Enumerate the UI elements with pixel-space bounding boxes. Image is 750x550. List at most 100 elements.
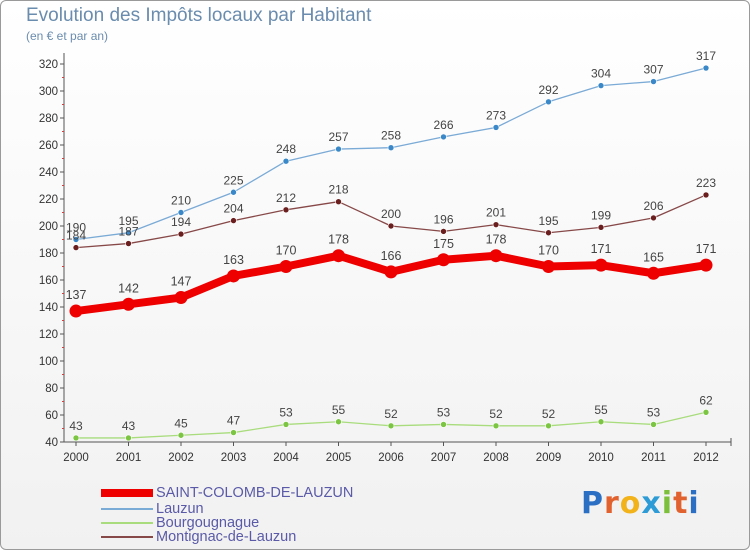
data-label-1: 266 (433, 118, 453, 132)
legend-label-lauzun: Lauzun (156, 501, 204, 517)
data-point-0 (647, 266, 660, 280)
data-label-2: 62 (699, 393, 713, 407)
data-label-0: 166 (381, 249, 402, 263)
data-point-0 (332, 249, 345, 263)
y-tick-label: 260 (39, 140, 58, 152)
data-point-1 (387, 144, 395, 151)
data-point-3 (387, 222, 395, 230)
data-point-3 (492, 221, 500, 228)
data-point-3 (282, 206, 290, 214)
data-label-3: 206 (643, 199, 663, 213)
data-point-1 (177, 209, 185, 216)
data-point-2 (125, 434, 132, 442)
data-point-2 (440, 421, 447, 428)
data-label-3: 223 (696, 176, 716, 190)
legend-item-bourgougnague: Bourgougnague (101, 515, 259, 531)
data-label-3: 187 (118, 225, 138, 239)
data-point-2 (387, 422, 395, 430)
data-label-2: 53 (279, 405, 293, 419)
data-point-0 (279, 260, 293, 273)
data-point-1 (125, 229, 132, 237)
data-label-1: 317 (696, 49, 716, 63)
data-point-1 (545, 98, 552, 106)
data-point-0 (384, 265, 398, 279)
data-point-1 (230, 188, 237, 196)
data-label-2: 47 (227, 414, 241, 428)
y-tick-label: 220 (39, 194, 58, 206)
data-point-3 (72, 244, 80, 251)
proxiti-logo: Proxiti (581, 486, 700, 521)
data-point-3 (545, 229, 552, 237)
data-label-0: 178 (486, 233, 507, 247)
x-tick-label: 2003 (221, 452, 247, 464)
data-label-3: 204 (223, 202, 243, 216)
data-point-1 (492, 124, 500, 131)
data-point-1 (72, 236, 80, 243)
data-label-0: 165 (643, 250, 664, 264)
data-label-1: 195 (118, 214, 138, 228)
data-point-3 (177, 230, 185, 238)
data-point-3 (702, 191, 710, 199)
legend-item-lauzun: Lauzun (101, 501, 204, 517)
data-label-3: 195 (538, 214, 558, 228)
data-label-1: 210 (171, 194, 191, 208)
data-label-0: 175 (433, 237, 454, 251)
data-label-2: 43 (122, 419, 136, 433)
data-point-1 (597, 82, 605, 89)
x-tick-label: 2001 (116, 452, 142, 464)
legend-swatch-montignac (101, 536, 153, 538)
data-label-1: 307 (643, 63, 663, 77)
data-point-0 (69, 304, 83, 318)
x-tick-label: 2002 (168, 452, 194, 464)
legend-label-saint-colomb: SAINT-COLOMB-DE-LAUZUN (156, 485, 354, 501)
x-tick-label: 2000 (63, 452, 89, 464)
data-point-3 (440, 228, 447, 235)
data-label-1: 273 (486, 108, 506, 122)
data-label-1: 304 (591, 67, 611, 81)
y-tick-label: 80 (45, 383, 58, 395)
legend-item-montignac: Montignac-de-Lauzun (101, 529, 296, 545)
legend-item-saint-colomb: SAINT-COLOMB-DE-LAUZUN (101, 485, 353, 501)
data-label-1: 225 (223, 173, 243, 187)
data-label-0: 170 (276, 244, 297, 258)
data-point-3 (597, 224, 605, 231)
data-point-2 (702, 408, 710, 416)
data-point-0 (699, 258, 713, 272)
x-tick-label: 2005 (326, 452, 352, 464)
x-tick-label: 2004 (273, 452, 299, 464)
data-label-2: 52 (542, 407, 556, 421)
data-point-2 (282, 421, 290, 428)
data-point-1 (282, 157, 290, 165)
data-label-0: 170 (538, 244, 559, 258)
legend-swatch-saint-colomb (101, 489, 153, 497)
data-label-3: 201 (486, 206, 506, 220)
y-tick-label: 240 (39, 167, 58, 179)
legend-label-bourgougnague: Bourgougnague (156, 515, 260, 531)
data-point-1 (335, 145, 342, 153)
y-tick-label: 140 (39, 302, 58, 314)
y-tick-label: 60 (45, 410, 58, 422)
data-label-3: 212 (276, 191, 296, 205)
data-label-2: 53 (647, 405, 661, 419)
data-label-0: 137 (66, 288, 87, 302)
data-label-0: 171 (696, 242, 717, 256)
y-tick-label: 320 (39, 59, 58, 71)
y-tick-label: 280 (39, 113, 58, 125)
y-tick-label: 100 (39, 356, 58, 368)
y-tick-label: 160 (39, 275, 58, 287)
data-label-1: 248 (276, 142, 296, 156)
data-label-0: 142 (118, 281, 139, 295)
data-point-2 (72, 434, 80, 442)
data-point-0 (174, 291, 188, 305)
y-tick-label: 180 (39, 248, 58, 260)
chart-title: Evolution des Impôts locaux par Habitant (26, 5, 372, 26)
data-point-0 (437, 253, 450, 267)
data-label-2: 45 (174, 416, 188, 430)
data-point-3 (650, 214, 657, 222)
data-label-0: 178 (328, 233, 349, 247)
data-label-0: 163 (223, 253, 244, 267)
data-label-2: 55 (332, 403, 346, 417)
data-point-0 (489, 249, 503, 263)
data-label-2: 55 (594, 403, 608, 417)
x-tick-label: 2012 (693, 452, 719, 464)
